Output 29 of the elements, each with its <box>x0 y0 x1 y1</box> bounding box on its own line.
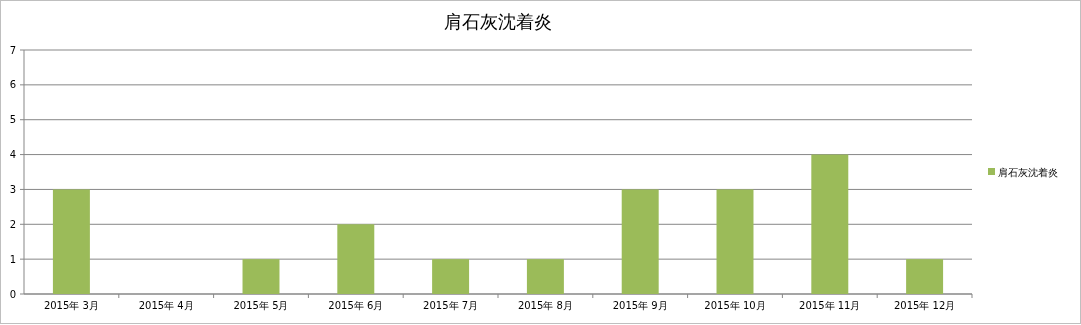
x-tick-label: 2015年 5月 <box>233 300 289 311</box>
x-tick-label: 2015年 11月 <box>799 300 861 311</box>
bar <box>432 259 470 294</box>
x-tick-label: 2015年 4月 <box>138 300 194 311</box>
bar <box>906 259 944 294</box>
y-tick-label: 4 <box>9 149 16 161</box>
bar <box>526 259 564 294</box>
bar <box>811 154 849 294</box>
y-tick-label: 0 <box>9 288 16 300</box>
y-tick-label: 6 <box>9 79 16 91</box>
legend-label: 肩石灰沈着炎 <box>998 166 1058 178</box>
x-tick-label: 2015年 12月 <box>893 300 956 311</box>
y-tick-label: 7 <box>9 44 16 56</box>
x-tick-label: 2015年 7月 <box>423 300 479 311</box>
x-tick-label: 2015年 3月 <box>43 300 99 311</box>
bar <box>716 189 754 294</box>
y-tick-label: 2 <box>9 218 16 230</box>
bar <box>337 224 375 294</box>
x-tick-label: 2015年 8月 <box>517 300 573 311</box>
y-tick-label: 5 <box>9 114 16 126</box>
x-tick-label: 2015年 9月 <box>612 300 668 311</box>
bar <box>621 189 659 294</box>
x-tick-label: 2015年 10月 <box>704 300 766 311</box>
bar <box>52 189 90 294</box>
chart-title: 肩石灰沈着炎 <box>444 11 552 32</box>
bar <box>242 259 280 294</box>
y-tick-label: 1 <box>9 253 16 265</box>
y-tick-label: 3 <box>9 183 16 195</box>
x-tick-label: 2015年 6月 <box>328 300 384 311</box>
